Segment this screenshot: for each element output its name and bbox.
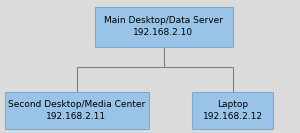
Text: Second Desktop/Media Center
192.168.2.11: Second Desktop/Media Center 192.168.2.11 [8,100,145,121]
FancyBboxPatch shape [94,7,232,47]
Text: Laptop
192.168.2.12: Laptop 192.168.2.12 [202,100,262,121]
Text: Main Desktop/Data Server
192.168.2.10: Main Desktop/Data Server 192.168.2.10 [104,16,223,37]
FancyBboxPatch shape [4,92,148,129]
FancyBboxPatch shape [192,92,273,129]
